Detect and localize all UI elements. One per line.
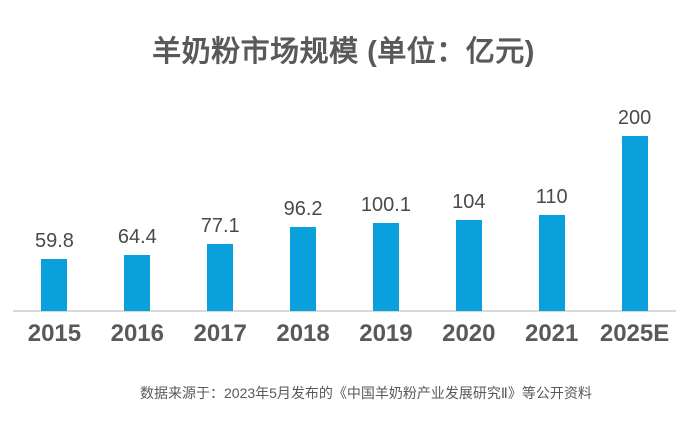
x-axis-label: 2021 (524, 320, 579, 347)
bar-value-label: 59.8 (34, 230, 74, 252)
bar-value-label: 110 (535, 186, 568, 208)
bar-value-label: 64.4 (117, 226, 157, 248)
bar-value-label: 77.1 (200, 215, 240, 237)
bar (290, 227, 317, 311)
bar-value-label: 104 (452, 191, 486, 213)
x-axis-label: 2015 (27, 320, 82, 347)
chart-title: 羊奶粉市场规模 (单位：亿元) (152, 36, 535, 68)
bar (372, 223, 399, 311)
bar-value-label: 96.2 (283, 198, 323, 220)
x-axis-label: 2017 (193, 320, 247, 347)
x-axis-label: 2025E (599, 320, 670, 347)
bar (41, 259, 68, 311)
bar-value-label: 200 (617, 107, 652, 129)
bar (538, 215, 565, 311)
x-axis-line (13, 310, 676, 312)
x-axis-label: 2018 (276, 320, 330, 347)
bar (124, 255, 151, 311)
bar (455, 220, 482, 311)
bar (207, 244, 234, 311)
x-axis-label: 2020 (442, 320, 496, 347)
bar (621, 136, 648, 311)
x-axis-label: 2016 (110, 320, 164, 347)
x-axis-label: 2019 (359, 320, 413, 347)
source-note: 数据来源于：2023年5月发布的《中国羊奶粉产业发展研究Ⅱ》等公开资料 (140, 385, 592, 401)
bar-value-label: 100.1 (360, 194, 411, 216)
